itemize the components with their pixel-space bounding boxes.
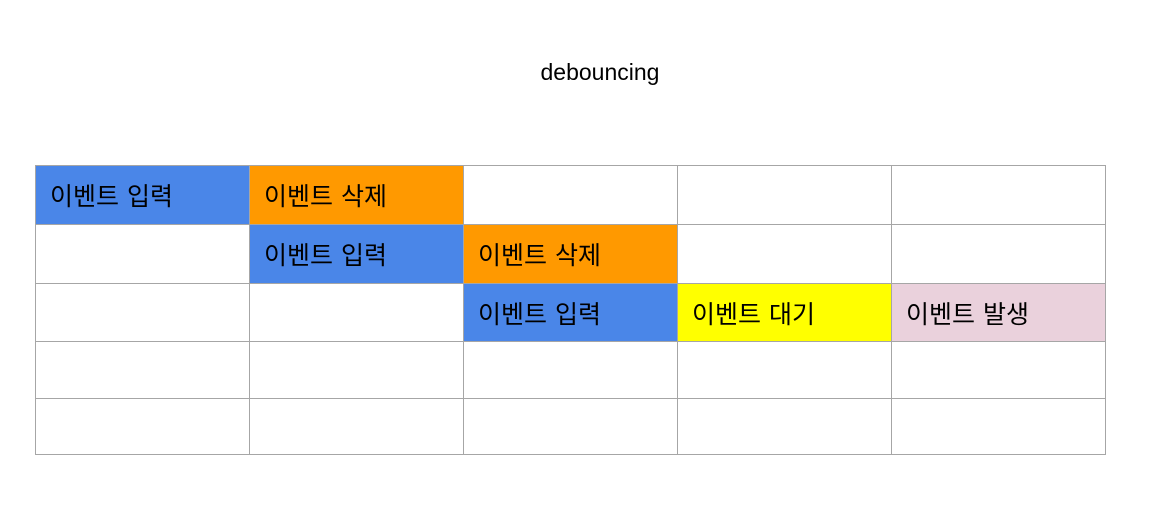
table-cell (677, 398, 892, 455)
table-cell: 이벤트 입력 (35, 165, 250, 225)
table-row: 이벤트 입력 이벤트 삭제 (35, 224, 1106, 284)
table-cell: 이벤트 발생 (891, 283, 1106, 342)
debounce-timeline-table: 이벤트 입력 이벤트 삭제 이벤트 입력 이벤트 삭제 이벤트 입력 이벤트 대… (35, 165, 1106, 455)
table-row: 이벤트 입력 이벤트 대기 이벤트 발생 (35, 283, 1106, 342)
table-cell (249, 283, 464, 342)
table-cell: 이벤트 삭제 (463, 224, 678, 284)
table-cell (35, 224, 250, 284)
table-cell (249, 398, 464, 455)
table-cell: 이벤트 입력 (249, 224, 464, 284)
table-cell: 이벤트 삭제 (249, 165, 464, 225)
table-cell (463, 341, 678, 399)
table-cell (677, 165, 892, 225)
table-cell (891, 224, 1106, 284)
table-cell (677, 341, 892, 399)
table-cell: 이벤트 대기 (677, 283, 892, 342)
table-cell (891, 341, 1106, 399)
diagram-title: debouncing (540, 59, 660, 85)
table-cell (463, 165, 678, 225)
table-cell (677, 224, 892, 284)
table-cell (35, 283, 250, 342)
table-cell (463, 398, 678, 455)
table-cell: 이벤트 입력 (463, 283, 678, 342)
table-row (35, 341, 1106, 399)
table-cell (35, 398, 250, 455)
table-row: 이벤트 입력 이벤트 삭제 (35, 165, 1106, 225)
table-cell (891, 398, 1106, 455)
table-cell (249, 341, 464, 399)
table-row (35, 398, 1106, 455)
table-cell (891, 165, 1106, 225)
table-cell (35, 341, 250, 399)
